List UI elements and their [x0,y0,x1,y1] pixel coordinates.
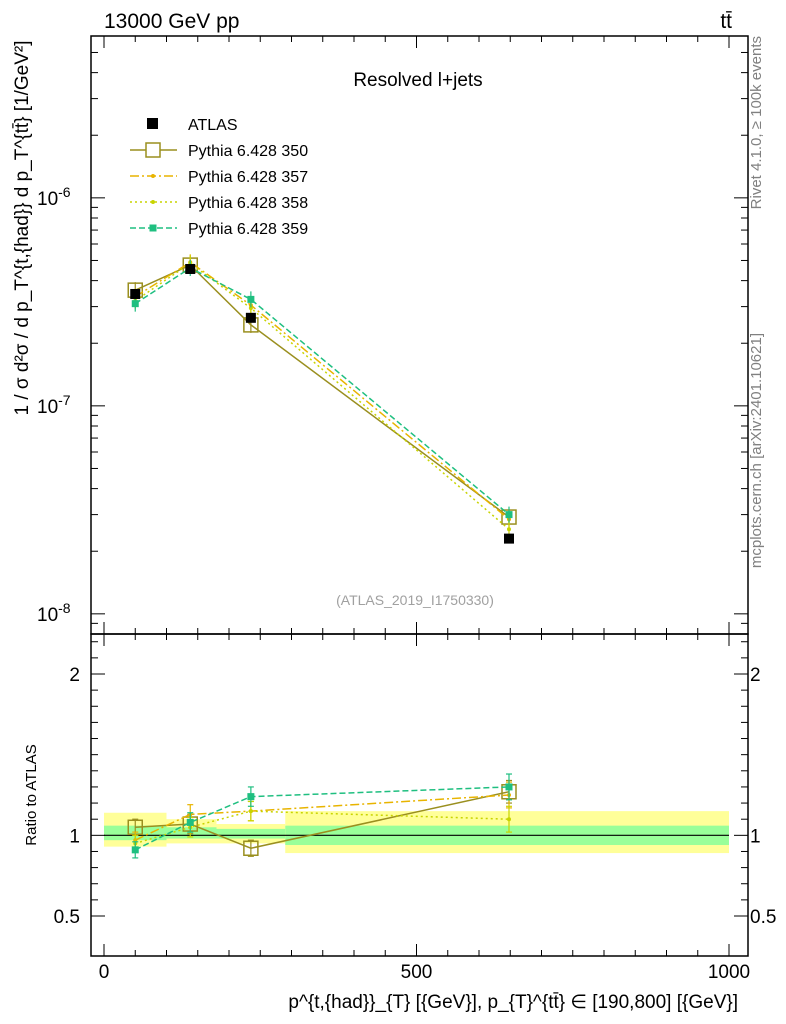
series-line-0 [134,264,510,518]
series-point [507,527,511,532]
x-tick-label: 1000 [708,962,750,983]
ratio-y-tick-label-right: 1 [750,826,761,847]
ratio-series-line-0 [135,791,510,850]
header-right-label: tt̄ [720,10,732,33]
legend-marker-0 [145,142,161,158]
y-axis-label: 1 / σ d²σ / d p_T^{t,{had}} d p_T^{tt̄} … [12,40,33,415]
ratio-band-green [216,828,286,839]
y-tick-label-base: 10 [37,189,58,210]
header-left-label: 13000 GeV pp [104,10,239,33]
legend-marker-1 [151,174,155,178]
ratio-point [248,809,253,814]
y-tick-label-base: 10 [37,397,58,418]
ratio-point [247,793,255,801]
ratio-y-tick-label-right: 2 [750,665,761,686]
ratio-point [131,846,139,854]
y-tick-label: 10-6 [37,184,71,210]
ratio-point [186,818,194,826]
x-tick-label: 0 [99,962,110,983]
y-tick-label-exponent: -7 [58,392,71,408]
legend-label-0: Pythia 6.428 350 [188,143,308,160]
data-point [504,533,514,544]
y-tick-label: 10-8 [37,600,71,626]
series-point [131,300,139,308]
ratio-y-axis-label: Ratio to ATLAS [23,744,40,845]
x-axis-label: p^{t,{had}}_{T} [{GeV}], p_{T}^{tt̄} ∈ [… [288,992,738,1013]
y-tick-label: 10-7 [37,392,71,418]
ratio-series-line-1 [134,794,510,841]
mcplots-source-label: mcplots.cern.ch [arXiv:2401.10621] [748,333,765,568]
legend-label-2: Pythia 6.428 358 [188,195,308,212]
series-line-1 [134,261,510,520]
main-panel: 10-610-710-8 [37,35,749,956]
y-tick-label-base: 10 [37,605,58,626]
chart-title: Resolved l+jets [353,70,482,91]
ratio-panel: 0 500 1000 0.5 0.5 1 1 2 2 [54,633,776,983]
series-point [505,511,513,519]
y-axis-label-text: 1 / σ d²σ / d p_T^{t,{had}} d p_T^{tt̄} … [12,40,33,415]
ratio-y-tick-label-right: 0.5 [750,907,776,928]
legend-label-atlas: ATLAS [188,117,238,134]
ratio-point [243,840,259,856]
ratio-band-green [166,827,217,839]
legend-label-1: Pythia 6.428 357 [188,169,308,186]
ratio-y-tick-label: 2 [69,665,80,686]
legend-marker-2 [151,200,155,204]
ratio-y-tick-label: 0.5 [54,907,80,928]
legend-label-3: Pythia 6.428 359 [188,221,308,238]
y-tick-label-exponent: -6 [58,184,71,200]
ratio-y-tick-label: 1 [69,826,80,847]
data-point [185,263,196,274]
data-point [245,312,256,323]
legend-marker-atlas [147,118,158,129]
series-line-2 [134,262,510,530]
analysis-id-label: (ATLAS_2019_I1750330) [336,592,494,608]
ratio-point [505,783,513,791]
series-point [248,306,253,311]
series-point [247,295,255,303]
series-line-3 [134,267,510,516]
rivet-version-label: Rivet 4.1.0, ≥ 100k events [748,36,765,209]
legend: ATLAS Pythia 6.428 350 Pythia 6.428 357 Pyt… [130,117,308,238]
ratio-point [507,817,511,822]
ratio-series-line-3 [134,786,510,851]
legend-marker-3 [149,224,157,232]
x-tick-label: 500 [401,962,433,983]
y-tick-label-exponent: -8 [58,600,71,616]
data-point [130,288,141,299]
ratio-frame [90,633,749,957]
